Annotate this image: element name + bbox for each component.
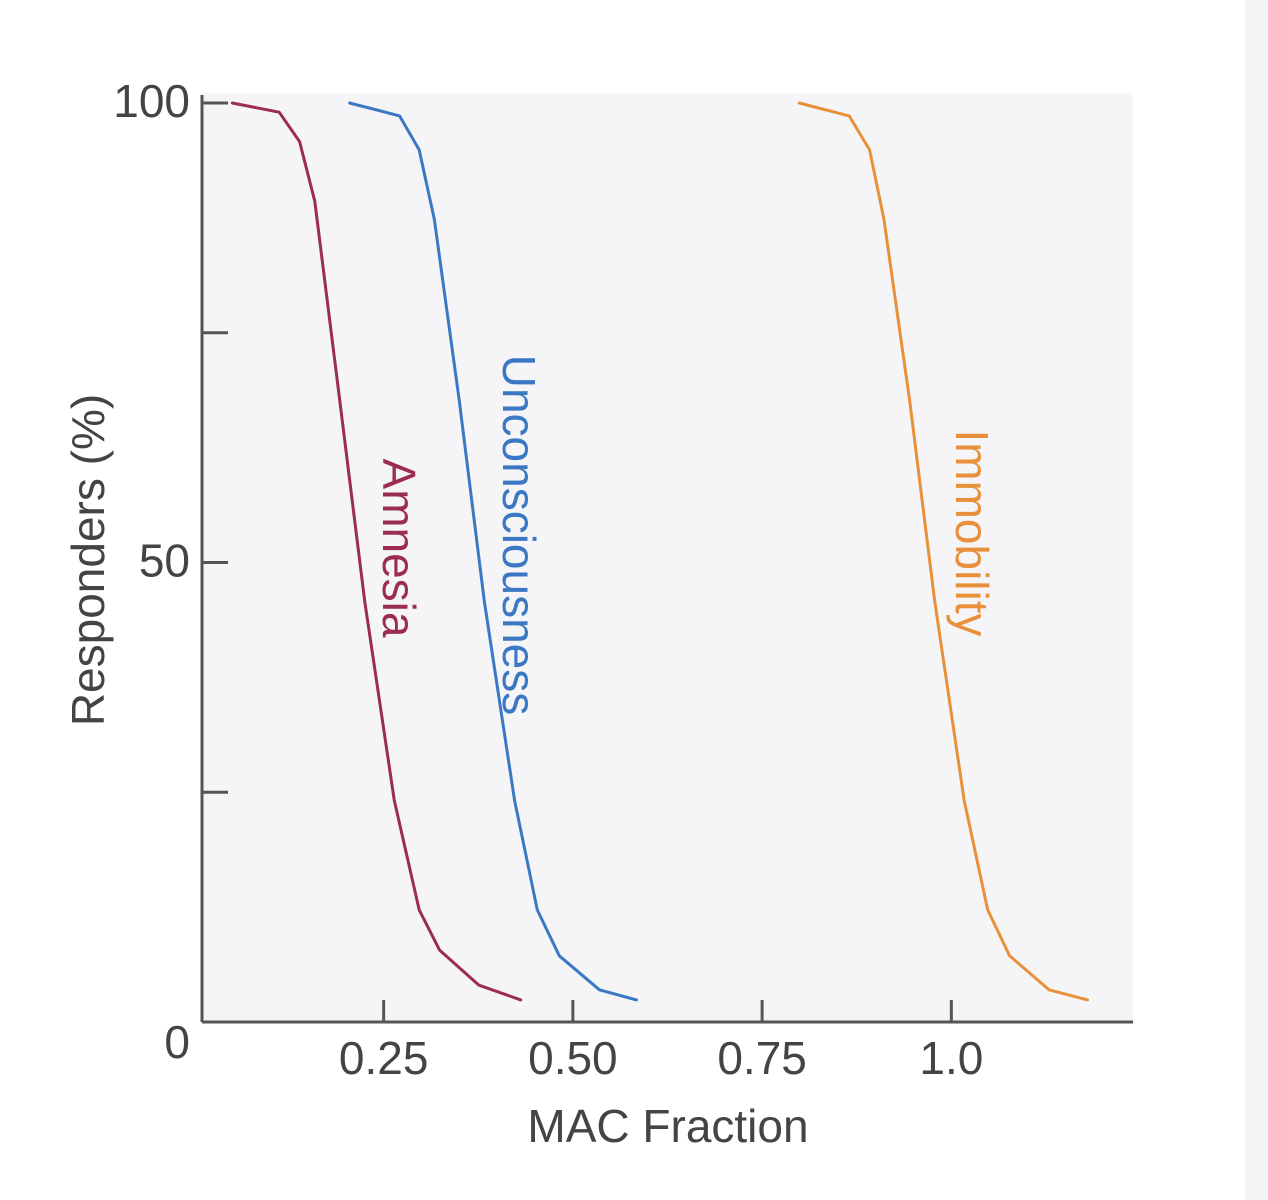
series-line <box>230 101 523 1002</box>
y-tick-label: 100 <box>113 75 190 127</box>
side-strip <box>1245 0 1268 1200</box>
series-line <box>797 101 1090 1002</box>
y-axis-title: Responders (%) <box>62 394 114 726</box>
x-tick-label: 1.0 <box>919 1032 983 1084</box>
series-label: Amnesia <box>373 459 425 638</box>
series-label: Immobility <box>946 429 998 636</box>
x-tick-label: 0.25 <box>339 1032 429 1084</box>
x-tick-label: 0.75 <box>717 1032 807 1084</box>
series-label: Unconsciousness <box>493 355 545 716</box>
series-line <box>348 101 638 1002</box>
y-tick-label: 50 <box>139 535 190 587</box>
x-axis-title: MAC Fraction <box>527 1100 808 1152</box>
y-tick-label: 0 <box>164 1016 190 1068</box>
x-tick-label: 0.50 <box>528 1032 618 1084</box>
